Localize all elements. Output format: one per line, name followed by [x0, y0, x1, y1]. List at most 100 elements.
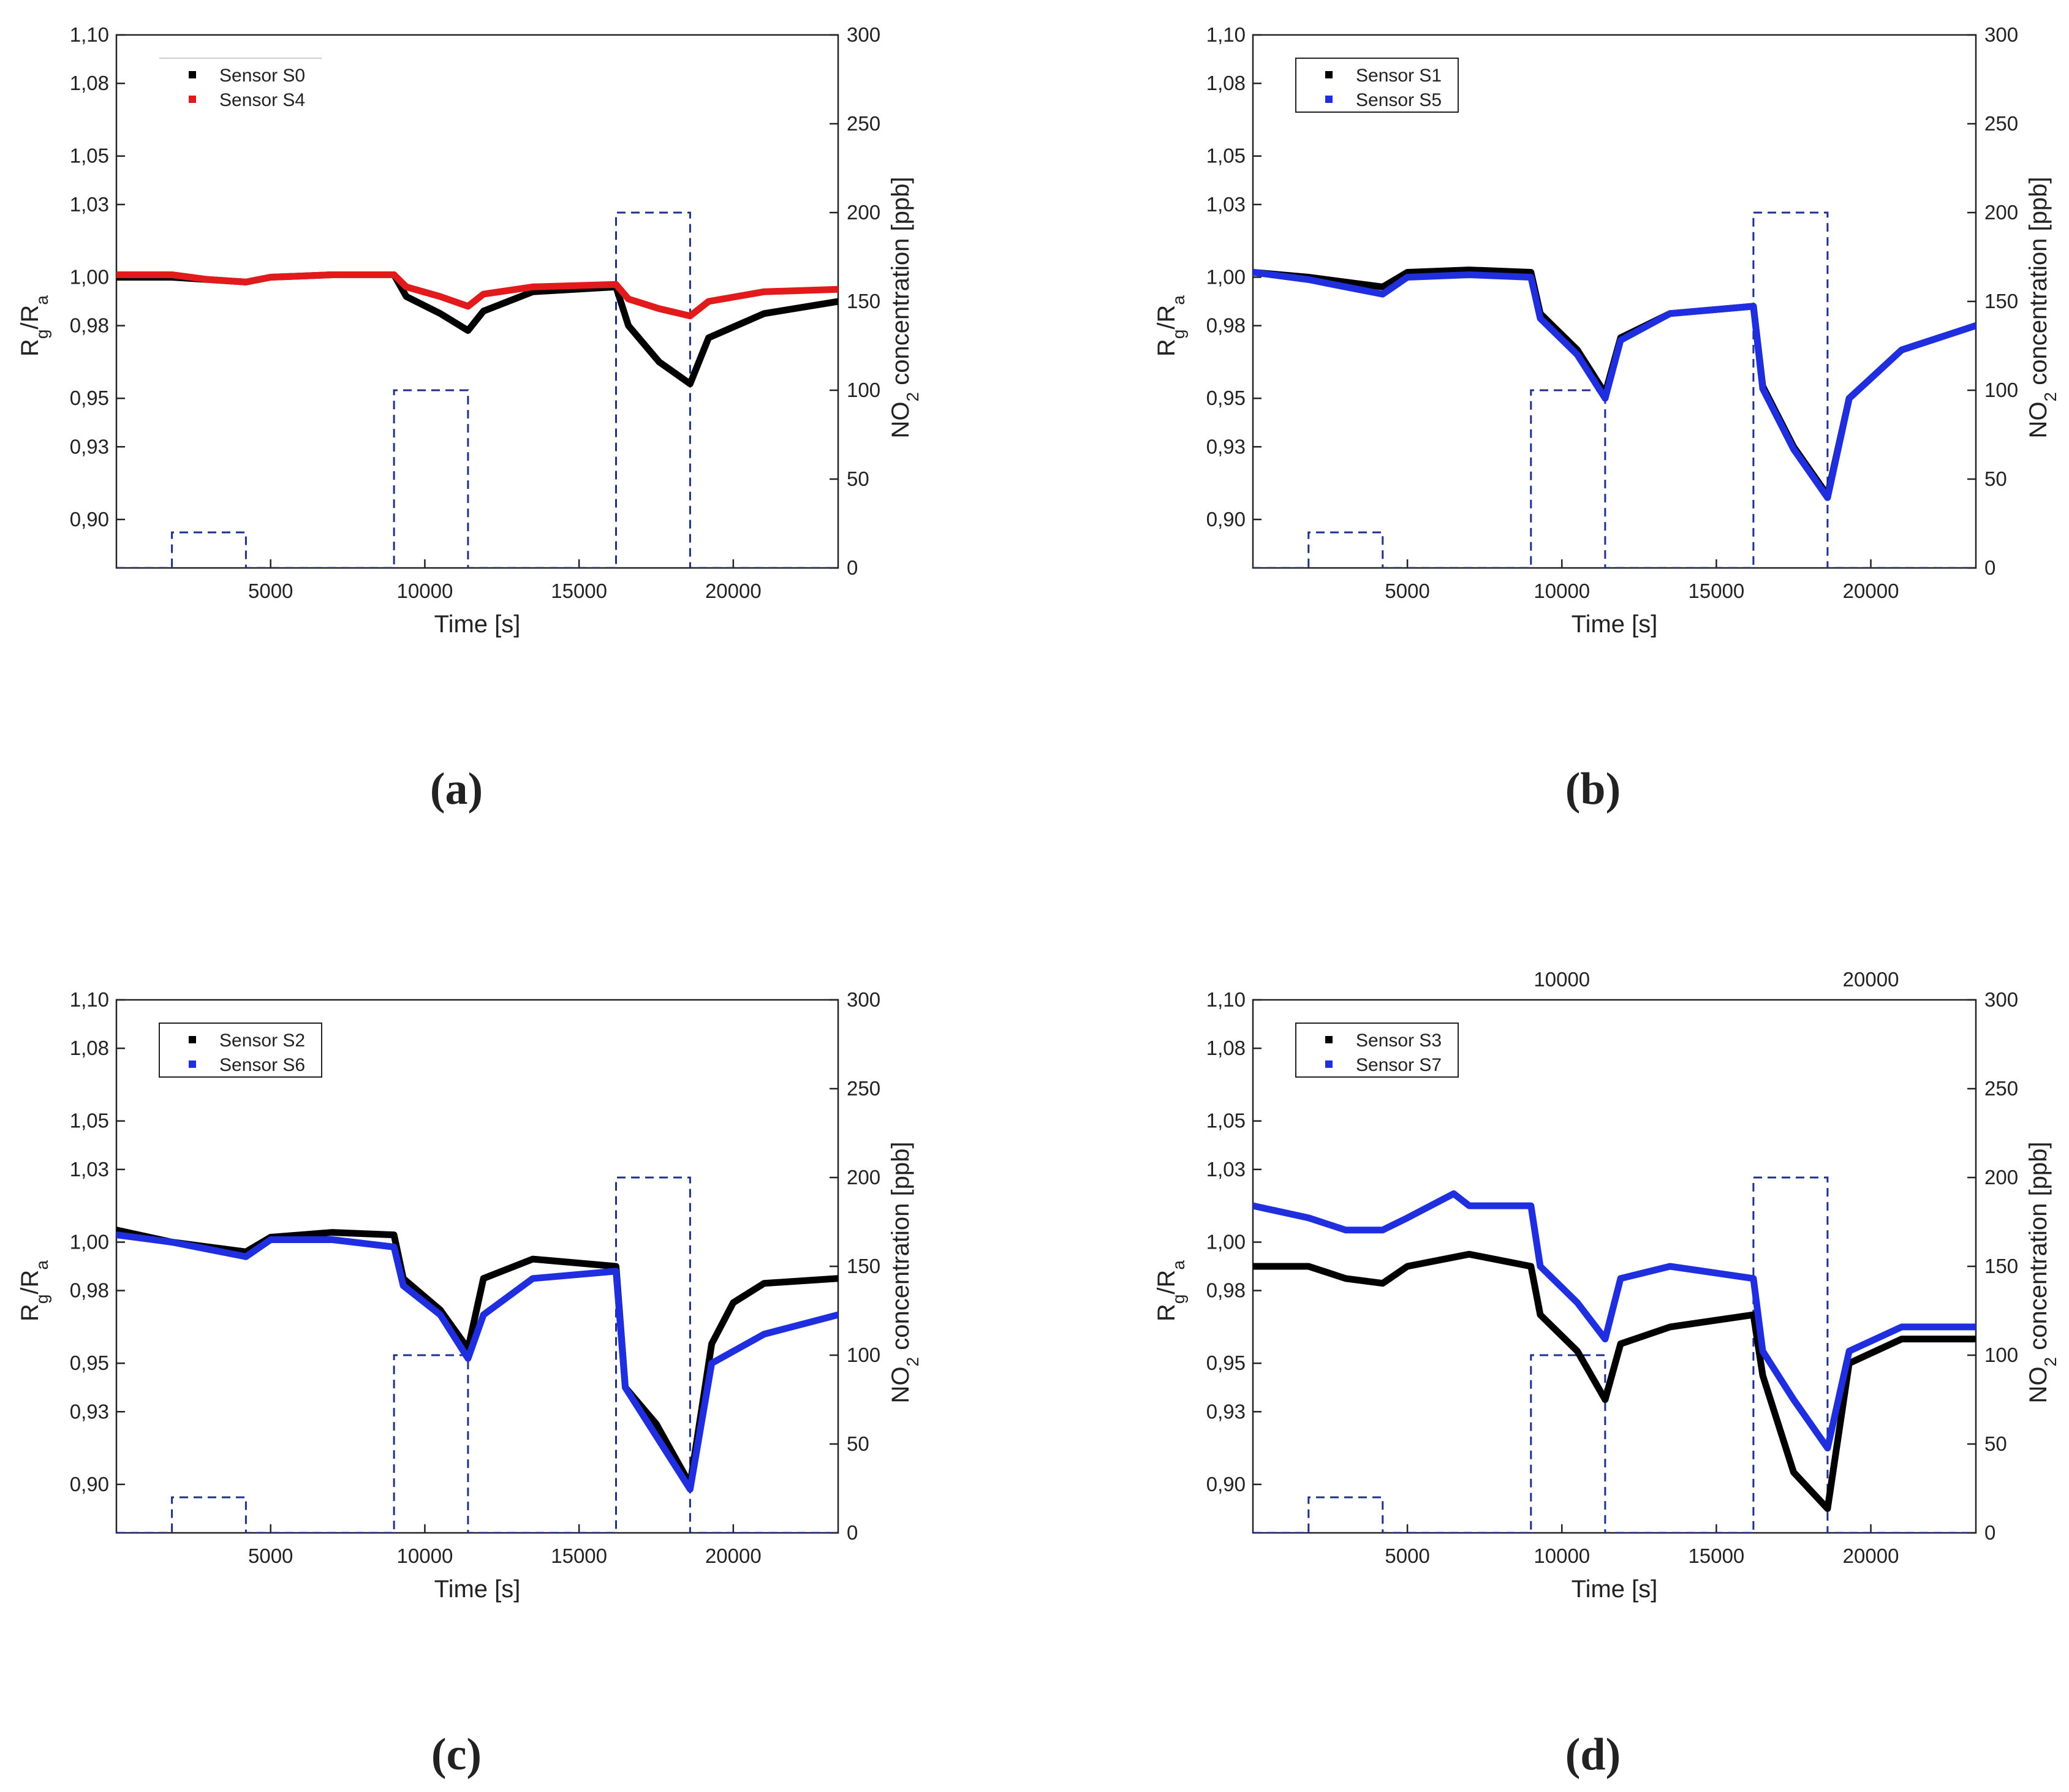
y-tick-label: 1,10 — [1206, 23, 1246, 46]
legend-label: Sensor S6 — [219, 1055, 305, 1075]
legend-box — [1295, 58, 1459, 113]
series-line-sensor-s4 — [116, 271, 838, 320]
legend-label: Sensor S5 — [1356, 90, 1442, 110]
series-line-sensor-s0 — [116, 271, 838, 387]
y-tick-label: 1,08 — [1206, 1037, 1246, 1059]
panel-caption: (d) — [1565, 1730, 1621, 1780]
x-tick-label: 15000 — [551, 580, 607, 602]
x-tick-label: 10000 — [397, 1544, 453, 1567]
x-axis-title: Time [s] — [1572, 611, 1658, 638]
legend-marker — [189, 71, 196, 78]
y2-tick-label: 100 — [1984, 1344, 2018, 1366]
plot-frame — [1252, 999, 1977, 1534]
y-tick-label: 0,98 — [1206, 1279, 1246, 1302]
y2-tick-label: 0 — [1984, 556, 1995, 579]
y2-tick-label: 250 — [847, 112, 880, 135]
x-tick-label: 20000 — [1843, 1544, 1899, 1567]
y-tick-label: 0,90 — [70, 1473, 109, 1495]
concentration-step-line — [1253, 211, 1976, 568]
legend-label: Sensor S4 — [219, 90, 305, 110]
top-x-tick-label: 20000 — [1843, 968, 1899, 991]
y-tick-label: 0,93 — [70, 435, 109, 458]
legend-box — [159, 1023, 322, 1078]
x-tick-label: 5000 — [1385, 1544, 1429, 1567]
x-tick-label: 10000 — [397, 580, 453, 602]
series-line-sensor-s3 — [1253, 1250, 1976, 1512]
y-axis-title: Rg/Ra — [1153, 295, 1188, 357]
y-tick-label: 0,95 — [70, 1352, 109, 1374]
y-tick-label: 1,08 — [70, 1037, 109, 1059]
x-tick-label: 5000 — [1385, 580, 1429, 602]
y2-tick-label: 150 — [1984, 290, 2018, 312]
y2-tick-label: 50 — [1984, 1432, 2007, 1455]
x-tick-label: 20000 — [705, 1544, 762, 1567]
y2-tick-label: 300 — [847, 23, 880, 46]
y-tick-label: 0,98 — [1206, 314, 1246, 337]
concentration-step-line — [1253, 1176, 1976, 1533]
x-tick-label: 15000 — [551, 1544, 607, 1567]
y2-tick-label: 300 — [1984, 988, 2018, 1011]
y2-tick-label: 0 — [847, 556, 858, 579]
y2-tick-label: 200 — [847, 201, 880, 224]
y2-tick-label: 0 — [847, 1521, 858, 1544]
y2-tick-label: 150 — [1984, 1255, 2018, 1277]
legend-marker — [189, 1060, 196, 1068]
y2-axis-title: NO2 concentration [ppb] — [2025, 1142, 2060, 1404]
y-axis-title: Rg/Ra — [1153, 1260, 1188, 1321]
y-tick-label: 1,00 — [1206, 265, 1246, 288]
x-tick-label: 5000 — [248, 1544, 293, 1567]
x-axis-title: Time [s] — [1572, 1576, 1658, 1603]
y-tick-label: 1,00 — [70, 265, 109, 288]
y-axis-title: Rg/Ra — [17, 1260, 51, 1321]
legend-marker — [1325, 1060, 1333, 1068]
legend-marker — [1325, 71, 1333, 78]
y2-tick-label: 300 — [1984, 23, 2018, 46]
y-tick-label: 1,03 — [70, 193, 109, 216]
y2-tick-label: 250 — [1984, 1077, 2018, 1100]
y-tick-label: 0,95 — [70, 387, 109, 409]
y-tick-label: 1,05 — [70, 145, 109, 167]
x-tick-label: 10000 — [1534, 580, 1590, 602]
legend-label: Sensor S0 — [219, 66, 305, 86]
y2-tick-label: 250 — [1984, 112, 2018, 135]
y2-tick-label: 100 — [847, 379, 880, 401]
y-tick-label: 1,05 — [70, 1110, 109, 1132]
y2-tick-label: 150 — [847, 290, 880, 312]
y-tick-label: 1,03 — [1206, 193, 1246, 216]
legend-marker — [1325, 1036, 1333, 1043]
y-tick-label: 1,08 — [1206, 72, 1246, 94]
y2-tick-label: 250 — [847, 1077, 880, 1100]
x-axis-title: Time [s] — [434, 611, 521, 638]
y2-tick-label: 300 — [847, 988, 880, 1011]
y-tick-label: 1,05 — [1206, 145, 1246, 167]
series-line-sensor-s2 — [116, 1227, 838, 1488]
legend-label: Sensor S3 — [1356, 1030, 1442, 1051]
y-tick-label: 0,95 — [1206, 1352, 1246, 1374]
legend-label: Sensor S2 — [219, 1030, 305, 1051]
series-line-sensor-s7 — [1253, 1190, 1976, 1452]
y2-tick-label: 150 — [847, 1255, 880, 1277]
y2-tick-label: 200 — [1984, 1166, 2018, 1189]
legend-label: Sensor S7 — [1356, 1055, 1442, 1075]
y-tick-label: 0,95 — [1206, 387, 1246, 409]
y2-tick-label: 50 — [1984, 467, 2007, 490]
y-tick-label: 0,93 — [1206, 1400, 1246, 1423]
y-tick-label: 0,93 — [1206, 435, 1246, 458]
plot-frame — [115, 999, 839, 1534]
y-tick-label: 1,10 — [1206, 988, 1246, 1011]
legend-label: Sensor S1 — [1356, 66, 1442, 86]
y2-tick-label: 100 — [847, 1344, 880, 1366]
legend-marker — [189, 96, 196, 103]
y2-axis-title: NO2 concentration [ppb] — [887, 177, 922, 439]
y2-axis-title: NO2 concentration [ppb] — [2025, 177, 2060, 439]
legend-marker — [1325, 96, 1333, 103]
x-tick-label: 10000 — [1534, 1544, 1590, 1567]
y-tick-label: 0,93 — [70, 1400, 109, 1423]
y2-axis-title: NO2 concentration [ppb] — [887, 1142, 922, 1404]
legend-marker — [189, 1036, 196, 1043]
series-line-sensor-s5 — [1253, 269, 1976, 501]
y2-tick-label: 50 — [847, 467, 869, 490]
y-axis-title: Rg/Ra — [17, 295, 51, 357]
panel-caption: (b) — [1565, 764, 1621, 814]
